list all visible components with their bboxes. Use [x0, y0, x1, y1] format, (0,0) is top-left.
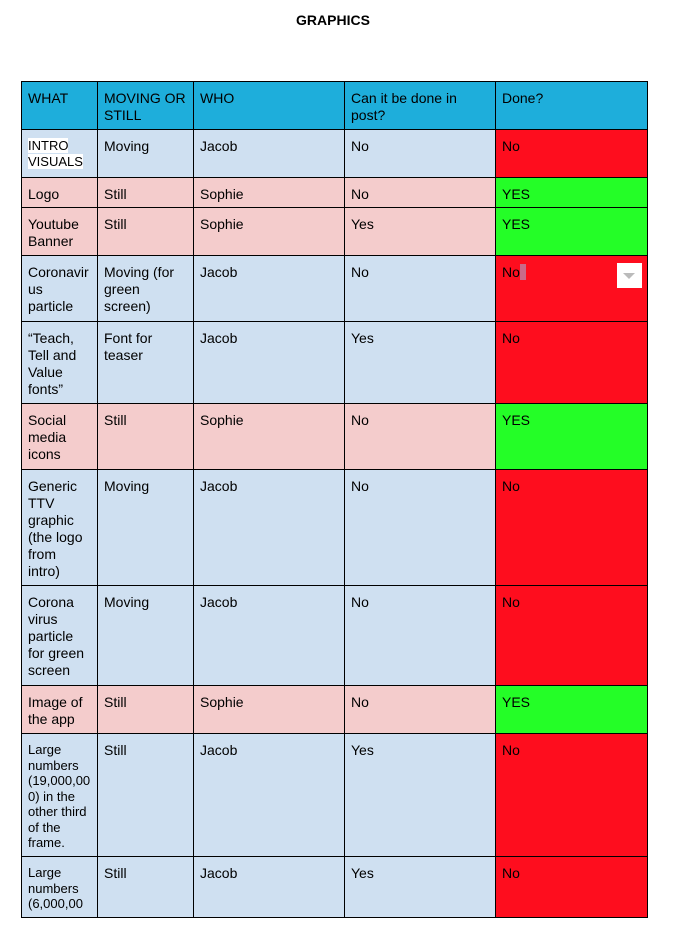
- cell-moving[interactable]: Moving: [97, 469, 194, 586]
- cell-moving[interactable]: Moving: [97, 585, 194, 686]
- header-row: WHAT MOVING OR STILL WHO Can it be done …: [21, 81, 648, 130]
- cell-post[interactable]: No: [344, 469, 496, 586]
- cell-post[interactable]: Yes: [344, 321, 496, 404]
- cell-moving[interactable]: Still: [97, 685, 194, 734]
- cell-post[interactable]: No: [344, 685, 496, 734]
- cell-moving[interactable]: Moving: [97, 129, 194, 178]
- text-cursor: [519, 264, 526, 280]
- cell-post[interactable]: Yes: [344, 856, 496, 918]
- cell-done[interactable]: YES: [495, 403, 648, 470]
- cell-what[interactable]: Youtube Banner: [21, 207, 98, 256]
- header-moving[interactable]: MOVING OR STILL: [97, 81, 194, 130]
- cell-what[interactable]: INTRO VISUALS: [21, 129, 98, 178]
- cell-who[interactable]: Jacob: [193, 585, 345, 686]
- cell-who[interactable]: Sophie: [193, 207, 345, 256]
- table-row: “Teach, Tell and Value fonts” Font for t…: [21, 321, 648, 404]
- cell-who[interactable]: Sophie: [193, 403, 345, 470]
- table-row: Corona virus particle for green screen M…: [21, 585, 648, 686]
- header-post[interactable]: Can it be done in post?: [344, 81, 496, 130]
- cell-moving[interactable]: Font for teaser: [97, 321, 194, 404]
- cell-moving[interactable]: Still: [97, 403, 194, 470]
- header-what[interactable]: WHAT: [21, 81, 98, 130]
- cell-what[interactable]: Corona virus particle for green screen: [21, 585, 98, 686]
- cell-what[interactable]: Social media icons: [21, 403, 98, 470]
- table-row: Large numbers (6,000,00 Still Jacob Yes …: [21, 856, 648, 918]
- table-row: Large numbers (19,000,000) in the other …: [21, 733, 648, 857]
- cell-done[interactable]: No: [495, 585, 648, 686]
- table-row: Image of the app Still Sophie No YES: [21, 685, 648, 734]
- cell-done[interactable]: No: [495, 129, 648, 178]
- cell-done[interactable]: YES: [495, 685, 648, 734]
- cell-who[interactable]: Jacob: [193, 321, 345, 404]
- cell-moving[interactable]: Still: [97, 856, 194, 918]
- cell-who[interactable]: Jacob: [193, 469, 345, 586]
- cell-who[interactable]: Jacob: [193, 255, 345, 322]
- cell-what[interactable]: Coronavirus particle: [21, 255, 98, 322]
- cell-done[interactable]: No: [495, 856, 648, 918]
- cell-who[interactable]: Jacob: [193, 733, 345, 857]
- cell-what[interactable]: Logo: [21, 177, 98, 208]
- header-who[interactable]: WHO: [193, 81, 345, 130]
- graphics-table: WHAT MOVING OR STILL WHO Can it be done …: [21, 81, 648, 918]
- cell-moving[interactable]: Moving (for green screen): [97, 255, 194, 322]
- cell-done[interactable]: YES: [495, 207, 648, 256]
- cell-what[interactable]: Image of the app: [21, 685, 98, 734]
- cell-done[interactable]: No: [495, 469, 648, 586]
- cell-what[interactable]: “Teach, Tell and Value fonts”: [21, 321, 98, 404]
- cell-what[interactable]: Generic TTV graphic (the logo from intro…: [21, 469, 98, 586]
- table-row: Youtube Banner Still Sophie Yes YES: [21, 207, 648, 256]
- cell-who[interactable]: Jacob: [193, 129, 345, 178]
- table-row: Generic TTV graphic (the logo from intro…: [21, 469, 648, 586]
- cell-post[interactable]: No: [344, 177, 496, 208]
- table-row: Coronavirus particle Moving (for green s…: [21, 255, 648, 322]
- cell-done[interactable]: YES: [495, 177, 648, 208]
- cell-moving[interactable]: Still: [97, 207, 194, 256]
- document-title: GRAPHICS: [296, 12, 370, 28]
- cell-post[interactable]: No: [344, 403, 496, 470]
- cell-done-active[interactable]: No: [495, 255, 648, 322]
- cell-post[interactable]: No: [344, 585, 496, 686]
- table-row: INTRO VISUALS Moving Jacob No No: [21, 129, 648, 178]
- cell-what[interactable]: Large numbers (19,000,000) in the other …: [21, 733, 98, 857]
- cell-post[interactable]: Yes: [344, 733, 496, 857]
- cell-post[interactable]: No: [344, 255, 496, 322]
- cell-who[interactable]: Jacob: [193, 856, 345, 918]
- dropdown-arrow-icon[interactable]: [617, 263, 642, 288]
- cell-what[interactable]: Large numbers (6,000,00: [21, 856, 98, 918]
- cell-moving[interactable]: Still: [97, 177, 194, 208]
- header-done[interactable]: Done?: [495, 81, 648, 130]
- cell-post[interactable]: No: [344, 129, 496, 178]
- cell-who[interactable]: Sophie: [193, 685, 345, 734]
- table-row: Social media icons Still Sophie No YES: [21, 403, 648, 470]
- cell-who[interactable]: Sophie: [193, 177, 345, 208]
- cell-post[interactable]: Yes: [344, 207, 496, 256]
- table-row: Logo Still Sophie No YES: [21, 177, 648, 208]
- cell-moving[interactable]: Still: [97, 733, 194, 857]
- cell-done[interactable]: No: [495, 733, 648, 857]
- cell-done[interactable]: No: [495, 321, 648, 404]
